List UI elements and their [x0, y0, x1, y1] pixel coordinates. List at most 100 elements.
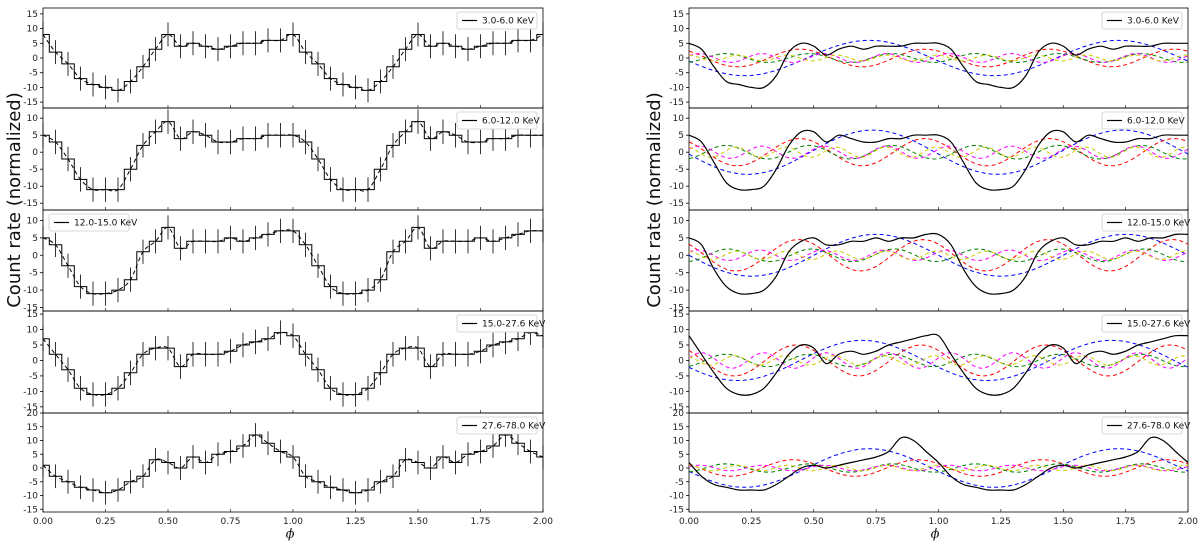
legend-box: [1101, 213, 1183, 232]
y-tick-label: 5: [32, 341, 38, 351]
y-tick-label: 10: [27, 114, 39, 124]
y-tick-label: -15: [23, 304, 38, 314]
x-tick-label: 1.25: [991, 517, 1011, 527]
y-tick-label: -15: [23, 199, 38, 209]
y-tick-label: 0: [678, 148, 684, 158]
model-curve: [42, 434, 544, 494]
harmonic-3-curve: [688, 463, 1189, 473]
harmonic-5-curve: [688, 250, 1189, 260]
x-tick-label: 0.75: [220, 517, 240, 527]
y-tick-label: -5: [29, 478, 38, 488]
y-tick-label: -10: [669, 286, 684, 296]
y-tick-label: -10: [23, 286, 38, 296]
model-curve: [42, 33, 544, 92]
y-tick-label: -15: [23, 505, 38, 515]
legend-box: [456, 111, 538, 130]
legend-box: [456, 416, 538, 435]
legend-box: [1101, 314, 1183, 333]
y-tick-label: 0: [678, 356, 684, 366]
legend-label: 3.0-6.0 KeV: [1127, 17, 1180, 27]
y-tick-label: 0: [678, 464, 684, 474]
left-x-axis-title: ϕ: [286, 527, 295, 542]
legend-label: 27.6-78.0 KeV: [1127, 422, 1191, 432]
y-tick-label: -15: [669, 199, 684, 209]
total-curve: [688, 333, 1189, 396]
y-tick-label: 0: [32, 54, 38, 64]
panel-right-4: 15 10 5 0 -5 -10 -15 15.0-27.6 KeV: [669, 310, 1191, 414]
y-tick-label: 10: [673, 437, 685, 447]
y-tick-label: 5: [678, 234, 684, 244]
x-tick-label: 0.25: [95, 517, 115, 527]
x-tick-label: 0.75: [866, 517, 886, 527]
y-tick-label: -5: [29, 372, 38, 382]
harmonic-4-curve: [688, 249, 1189, 262]
y-tick-label: 5: [678, 450, 684, 460]
y-tick-label: 15: [27, 310, 38, 320]
panel-right-2: 10 5 0 -5 -10 -15 6.0-12.0 KeV: [669, 107, 1189, 211]
y-tick-label: 5: [32, 39, 38, 49]
harmonic-4-curve: [688, 53, 1189, 63]
y-tick-label: -5: [675, 478, 684, 488]
harmonic-3-curve: [688, 353, 1189, 368]
harmonic-2-curve: [688, 239, 1189, 272]
y-tick-label: -10: [23, 492, 38, 502]
y-tick-label: 15: [27, 423, 38, 433]
y-tick-label: 15: [673, 310, 684, 320]
y-tick-label: 10: [27, 326, 39, 336]
y-tick-label: -15: [23, 403, 38, 413]
harmonic-1-curve: [688, 233, 1189, 277]
y-tick-label: -5: [675, 165, 684, 175]
harmonic-5-curve: [688, 464, 1188, 472]
legend-label: 3.0-6.0 KeV: [482, 17, 535, 27]
y-tick-label: -10: [669, 387, 684, 397]
y-tick-label: 5: [32, 234, 38, 244]
x-tick-label: 2.00: [533, 517, 553, 527]
legend: 12.0-15.0 KeV: [48, 213, 138, 232]
y-tick-label: -5: [29, 165, 38, 175]
legend: 27.6-78.0 KeV: [456, 416, 546, 435]
y-tick-label: -10: [669, 83, 684, 93]
y-tick-label: 0: [32, 356, 38, 366]
y-tick-label: -10: [23, 182, 38, 192]
total-curve: [688, 232, 1189, 295]
harmonic-5-curve: [688, 54, 1188, 62]
panel-left-2: 10 5 0 -5 -10 -15 6.0-12.0 KeV: [23, 107, 544, 211]
right-x-axis-title: ϕ: [931, 527, 940, 542]
legend-label: 15.0-27.6 KeV: [482, 320, 546, 330]
y-tick-label: -15: [669, 403, 684, 413]
y-tick-label: -5: [675, 372, 684, 382]
legend: 27.6-78.0 KeV: [1101, 416, 1191, 435]
model-curve: [42, 121, 543, 192]
y-tick-label: -15: [669, 304, 684, 314]
harmonic-1-curve: [688, 339, 1189, 381]
left-y-axis-title: Count rate (normalized): [4, 92, 25, 308]
legend-label: 27.6-78.0 KeV: [482, 422, 546, 432]
legend-box: [456, 11, 538, 30]
panel-left-4: 15 10 5 0 -5 -10 -15 15.0-27.6 KeV: [23, 310, 546, 414]
x-tick-label: 2.00: [1178, 517, 1198, 527]
y-tick-label: -15: [669, 505, 684, 515]
legend-box: [1101, 416, 1183, 435]
harmonic-5-curve: [688, 146, 1189, 158]
total-curve: [688, 436, 1189, 491]
y-tick-label: 0: [32, 464, 38, 474]
legend-label: 6.0-12.0 KeV: [1127, 117, 1185, 127]
legend-box: [456, 314, 538, 333]
y-tick-label: 0: [678, 54, 684, 64]
harmonic-1-curve: [688, 448, 1189, 488]
legend: 6.0-12.0 KeV: [456, 111, 540, 130]
y-tick-label: 20: [673, 409, 685, 419]
right-column-panels: 15 10 5 0 -5 -10 -15 3.0-6.0 KeV 10 5 0 -5 -10 -15 6.0…: [669, 7, 1198, 527]
y-tick-label: 5: [32, 131, 38, 141]
y-tick-label: 0: [32, 148, 38, 158]
y-tick-label: -15: [669, 98, 684, 108]
y-tick-label: -10: [23, 387, 38, 397]
y-tick-label: -5: [29, 269, 38, 279]
x-tick-label: 0.25: [741, 517, 761, 527]
harmonic-2-curve: [688, 344, 1189, 377]
left-column-panels: 15 10 5 0 -5 -10 -15 3.0-6.0 KeV 10 5 0 -5 -10 -15 6.0…: [23, 7, 553, 527]
legend-label: 6.0-12.0 KeV: [482, 117, 540, 127]
harmonic-1-curve: [688, 39, 1189, 77]
legend: 15.0-27.6 KeV: [456, 314, 546, 333]
